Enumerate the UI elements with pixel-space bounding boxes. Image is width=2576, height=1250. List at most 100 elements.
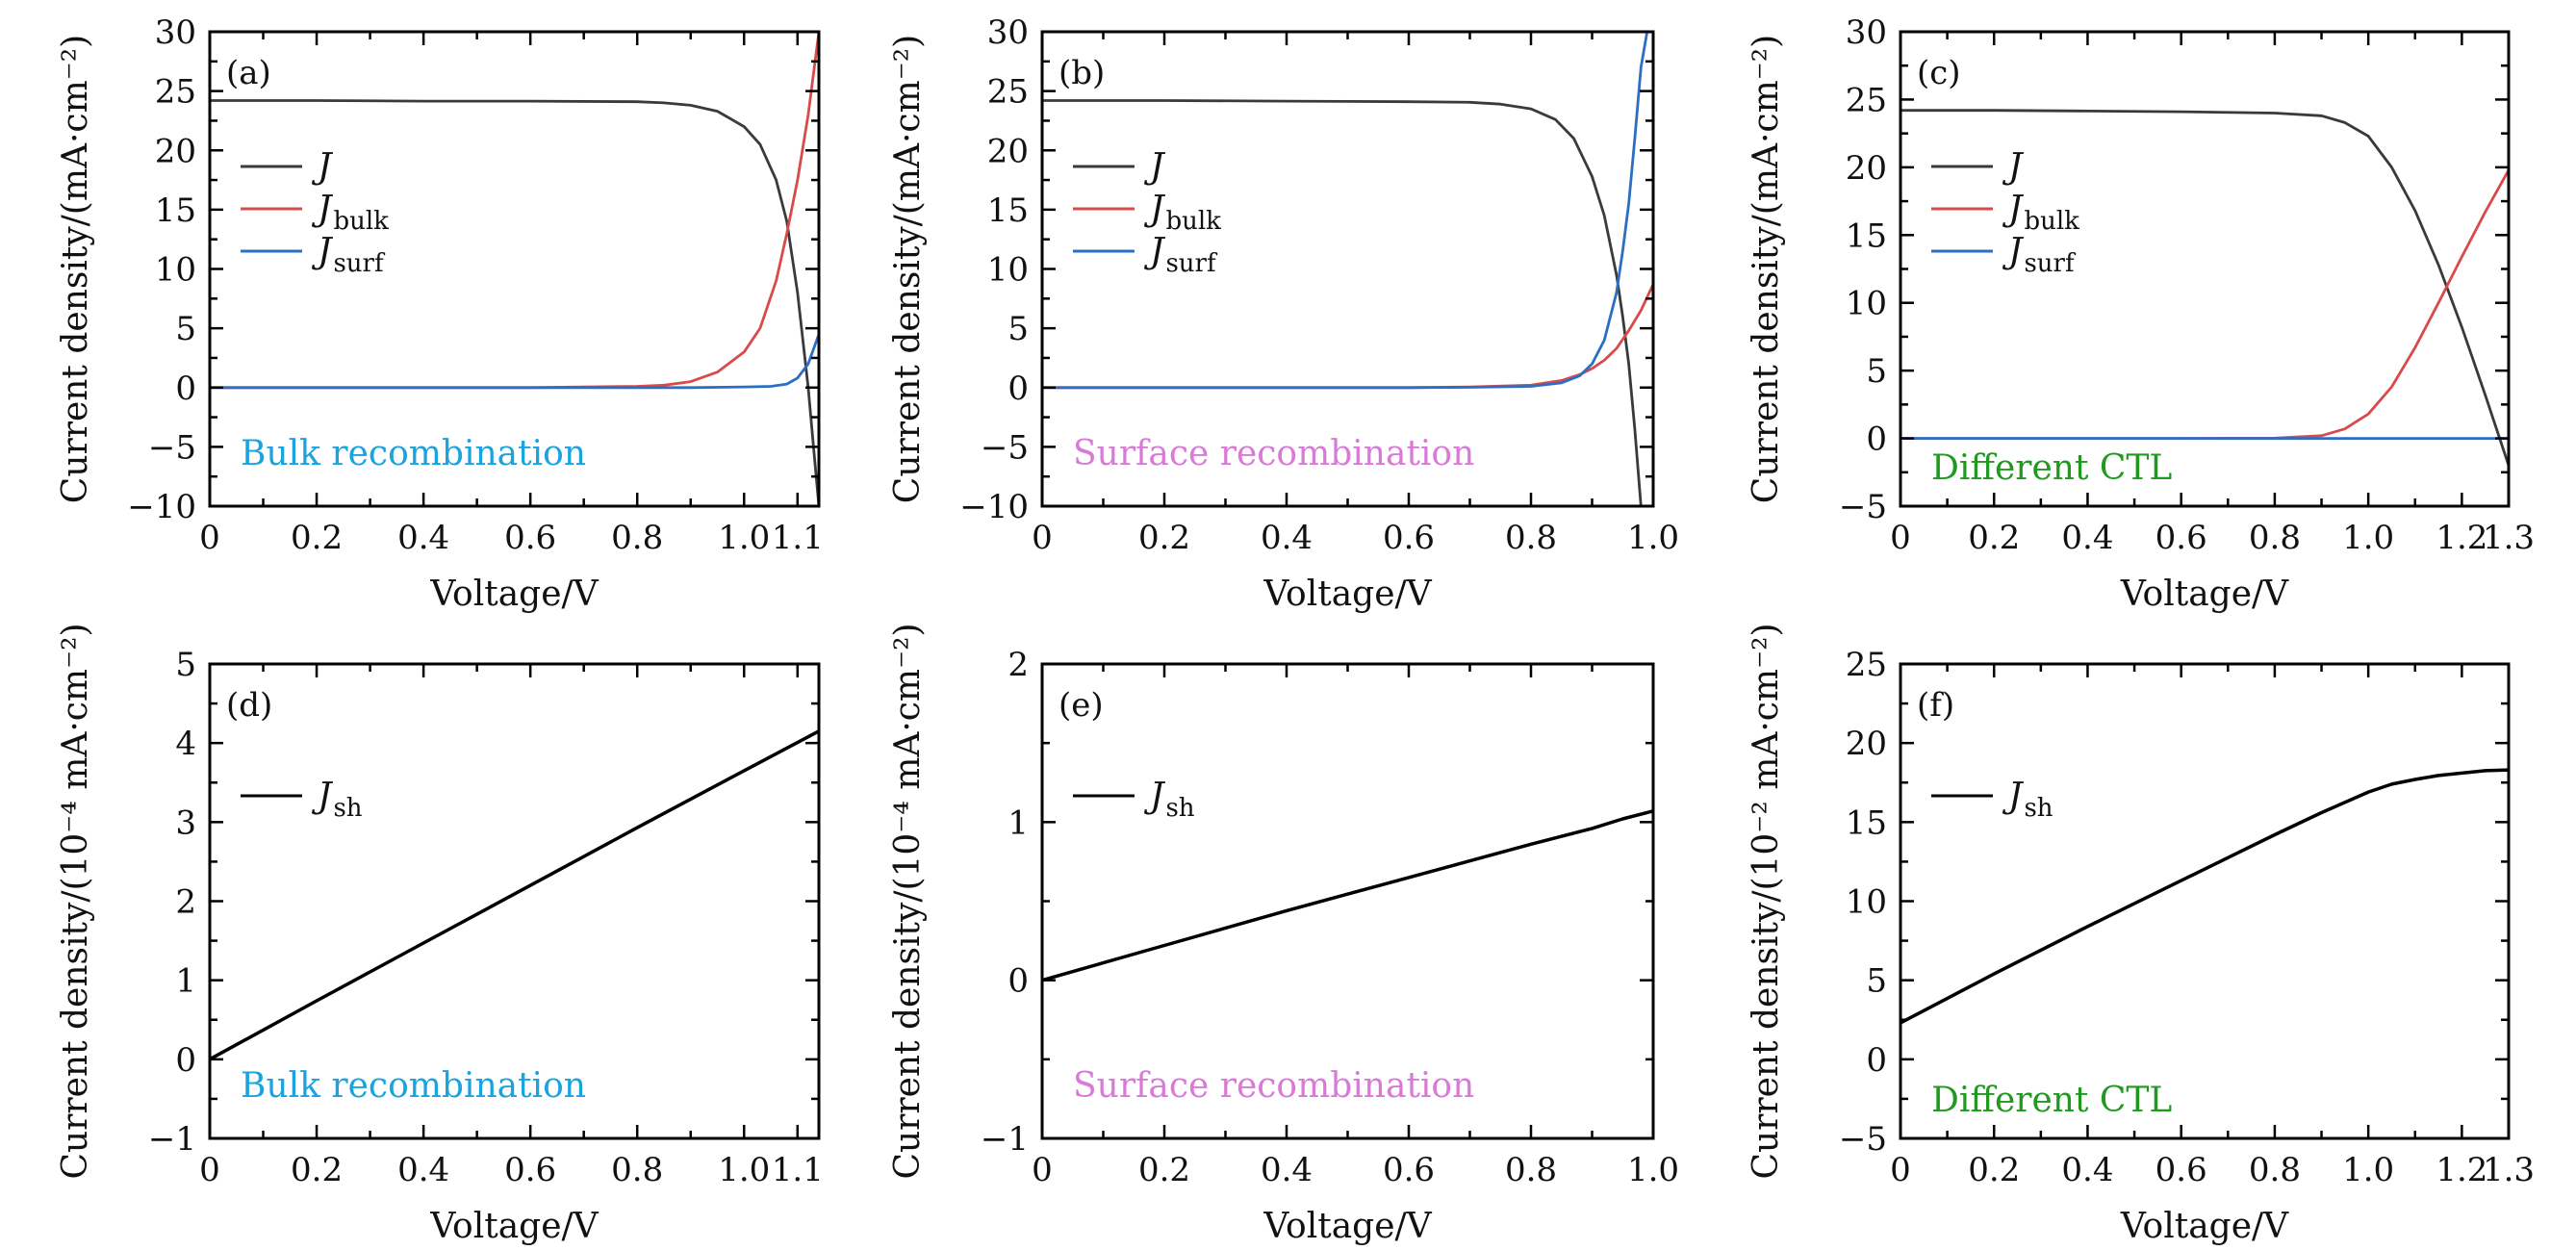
y-tick-label: 0 xyxy=(175,1041,196,1080)
y-tick-label: 10 xyxy=(1846,285,1887,323)
y-tick-label: −10 xyxy=(127,488,196,526)
series-group xyxy=(210,729,819,1061)
legend-label: Jsurf xyxy=(1143,232,1218,278)
y-tick-label: 0 xyxy=(175,370,196,408)
chart-panel-f: 0 0.2 0.4 0.6 0.8 1.0 1.21.3−50510152025Voltag… xyxy=(1747,623,2535,1246)
y-tick-label: 15 xyxy=(1846,804,1887,842)
x-tick-label: 0.2 xyxy=(291,1151,343,1189)
x-tick-label: 0 xyxy=(199,1151,220,1189)
y-axis-title: Current density/(mA·cm⁻²) xyxy=(888,35,928,503)
x-tick-label: 1.2 xyxy=(2436,519,2487,557)
x-tick-label: 0.2 xyxy=(1968,519,2020,557)
y-tick-label: 30 xyxy=(1846,13,1887,52)
x-tick-label: 0.2 xyxy=(1138,519,1190,557)
legend: Jsh xyxy=(1073,777,1195,823)
x-axis-title: Voltage/V xyxy=(2120,1207,2289,1246)
y-tick-label: 30 xyxy=(987,13,1029,52)
y-tick-label: 5 xyxy=(1866,962,1887,1001)
x-tick-label: 1.0 xyxy=(718,519,770,557)
y-tick-label: 5 xyxy=(175,310,196,348)
x-axis-title: Voltage/V xyxy=(1262,574,1432,614)
x-tick-label: 0.8 xyxy=(1505,519,1557,557)
x-tick-label: 0.8 xyxy=(2249,519,2301,557)
y-tick-label: 1 xyxy=(1007,804,1029,842)
x-tick-label: 1.1 xyxy=(772,519,824,557)
x-tick-label: 1.0 xyxy=(2342,1151,2394,1189)
x-tick-label: 0.4 xyxy=(1261,1151,1313,1189)
legend-label: Jsurf xyxy=(311,232,386,278)
x-tick-label: 0.6 xyxy=(2155,519,2207,557)
x-tick-label: 1.0 xyxy=(718,1151,770,1189)
x-tick-label: 0.6 xyxy=(1383,1151,1435,1189)
x-tick-label: 0.4 xyxy=(397,519,449,557)
x-tick-label: 0 xyxy=(1890,519,1911,557)
y-tick-label: 2 xyxy=(175,883,196,922)
x-tick-label: 0.2 xyxy=(1138,1151,1190,1189)
y-tick-label: 10 xyxy=(987,251,1029,290)
panel-tag: (e) xyxy=(1058,686,1104,725)
y-tick-label: 2 xyxy=(1007,646,1029,684)
plot-frame xyxy=(1899,30,2511,508)
series-line-j-sh xyxy=(210,729,819,1061)
annotation-note: Different CTL xyxy=(1931,448,2172,488)
x-tick-label: 0.4 xyxy=(397,1151,449,1189)
y-tick-label: 0 xyxy=(1007,370,1029,408)
x-tick-label: 1.3 xyxy=(2483,519,2535,557)
y-tick-label: 25 xyxy=(155,73,196,112)
legend-label: Jbulk xyxy=(311,190,389,236)
series-line-j-sh xyxy=(1042,809,1653,982)
y-tick-label: 5 xyxy=(1007,310,1029,348)
x-tick-label: 1.1 xyxy=(772,1151,824,1189)
legend-label: Jsh xyxy=(1143,777,1195,823)
legend-label: Jsurf xyxy=(2002,232,2077,278)
y-tick-label: 10 xyxy=(155,251,196,290)
x-tick-label: 0 xyxy=(199,519,220,557)
y-tick-label: 10 xyxy=(1846,883,1887,922)
y-axis-title: Current density/(10⁻² mA·cm⁻²) xyxy=(1747,623,1786,1179)
chart-panel-a: 0 0.2 0.4 0.6 0.8 1.0 1.1 −10 −5 0 5 10 15 20 25 30 Volt… xyxy=(56,13,824,614)
y-tick-label: 0 xyxy=(1866,1041,1887,1080)
x-tick-label: 0.6 xyxy=(2155,1151,2207,1189)
x-axis-title: Voltage/V xyxy=(429,574,599,614)
series-line-j-surf xyxy=(1042,32,1649,390)
series-line-j-bulk xyxy=(1900,168,2509,441)
x-tick-label: 0 xyxy=(1032,1151,1053,1189)
annotation-note: Bulk recombination xyxy=(241,434,586,473)
legend: Jsh xyxy=(241,777,363,823)
series-line-j-bulk xyxy=(1042,283,1653,390)
y-tick-label: −5 xyxy=(1839,1120,1887,1159)
y-tick-label: 15 xyxy=(155,191,196,230)
y-tick-label: 30 xyxy=(155,13,196,52)
panel-tag: (a) xyxy=(226,54,271,92)
series-line-j xyxy=(210,99,819,506)
chart-panel-d: 0 0.2 0.4 0.6 0.8 1.0 1.1−1012345Voltage/VCurr… xyxy=(56,623,824,1246)
y-axis-title: Current density/(10⁻⁴ mA·cm⁻²) xyxy=(888,623,928,1179)
y-tick-label: 15 xyxy=(1846,217,1887,255)
series-line-j-sh xyxy=(1900,768,2509,1025)
x-tick-label: 1.2 xyxy=(2436,1151,2487,1189)
y-tick-label: 1 xyxy=(175,962,196,1001)
x-tick-label: 0.6 xyxy=(504,519,556,557)
legend-label: Jsh xyxy=(311,777,363,823)
legend-label: Jbulk xyxy=(1143,190,1221,236)
annotation-note: Surface recombination xyxy=(1073,434,1474,473)
y-tick-label: 5 xyxy=(1866,352,1887,391)
x-tick-label: 0.2 xyxy=(1968,1151,2020,1189)
y-tick-label: 20 xyxy=(155,132,196,170)
y-tick-label: 4 xyxy=(175,725,196,763)
x-tick-label: 0.4 xyxy=(2061,1151,2113,1189)
x-tick-label: 0.8 xyxy=(1505,1151,1557,1189)
y-tick-label: 20 xyxy=(987,132,1029,170)
x-axis-title: Voltage/V xyxy=(2120,574,2289,614)
y-tick-label: 0 xyxy=(1007,962,1029,1001)
series-group xyxy=(1042,32,1653,506)
y-tick-label: 5 xyxy=(175,646,196,684)
x-tick-label: 1.0 xyxy=(1627,519,1679,557)
x-axis-title: Voltage/V xyxy=(1262,1207,1432,1246)
legend-label: J xyxy=(2002,147,2025,187)
x-tick-label: 0.8 xyxy=(611,519,663,557)
